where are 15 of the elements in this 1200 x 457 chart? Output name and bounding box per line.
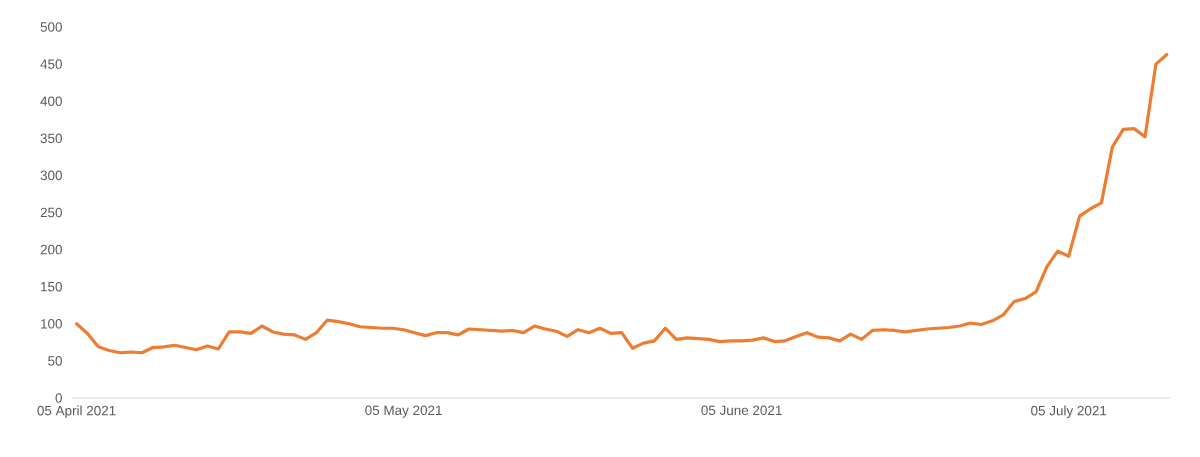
y-tick-label: 200 — [40, 244, 62, 255]
y-tick-label: 150 — [41, 281, 62, 292]
y-tick-label: 500 — [40, 22, 62, 32]
y-tick-label: 350 — [40, 133, 62, 144]
y-tick-label: 250 — [40, 207, 62, 218]
y-tick-label: 0 — [55, 393, 62, 403]
y-tick-label: 400 — [40, 96, 62, 106]
y-tick-label: 50 — [48, 356, 62, 366]
x-tick-label: 05 June 2021 — [701, 405, 782, 416]
y-tick-label: 300 — [40, 170, 62, 181]
x-tick-label: 05 July 2021 — [1031, 405, 1107, 419]
y-tick-label: 450 — [40, 59, 62, 69]
x-tick-label: 05 May 2021 — [365, 405, 442, 418]
x-tick-label: 05 April 2021 — [37, 405, 116, 419]
y-tick-label: 100 — [41, 319, 62, 329]
